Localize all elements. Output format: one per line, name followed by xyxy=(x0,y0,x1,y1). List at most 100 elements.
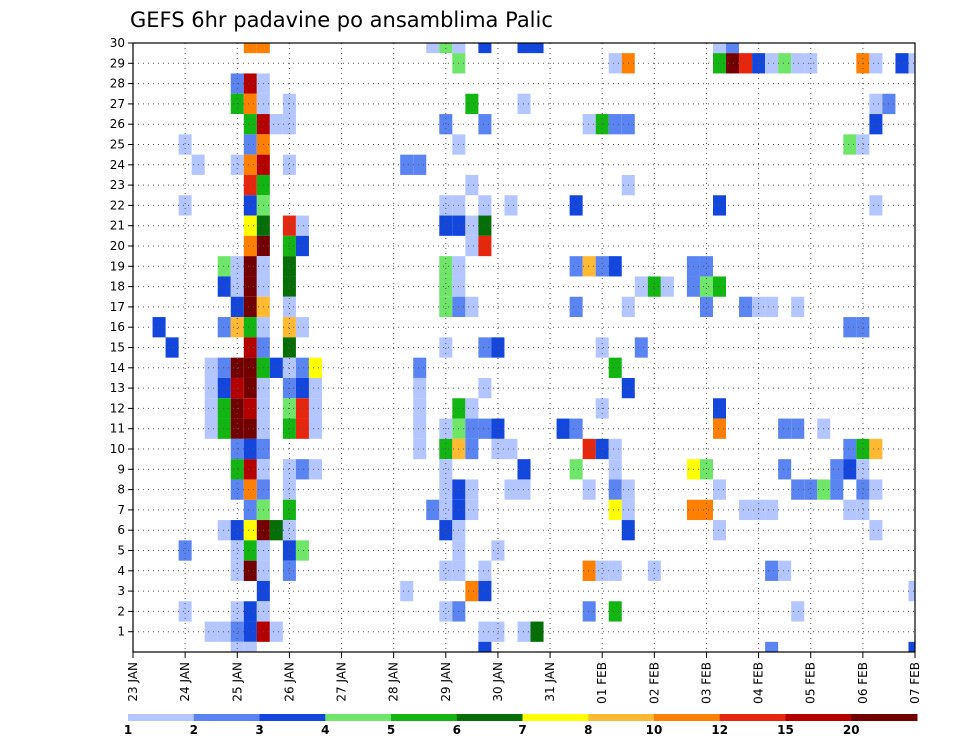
heatmap-cell xyxy=(295,215,309,236)
colorbar-swatch xyxy=(588,714,655,721)
heatmap-cell xyxy=(908,53,915,74)
x-tick-label: 01 FEB xyxy=(595,662,609,704)
heatmap-cell xyxy=(295,540,309,561)
colorbar-swatch xyxy=(785,714,852,721)
heatmap-cell xyxy=(778,53,792,74)
heatmap-cell xyxy=(778,459,792,480)
y-tick-label: 1 xyxy=(117,625,125,639)
heatmap-cell xyxy=(856,459,870,480)
colorbar-label: 5 xyxy=(387,723,395,737)
heatmap-cell xyxy=(869,520,883,541)
heatmap-cell xyxy=(869,53,883,74)
heatmap-cell xyxy=(439,560,453,581)
heatmap-cell xyxy=(269,520,283,541)
heatmap-cell xyxy=(517,43,531,54)
y-tick-label: 28 xyxy=(110,77,125,91)
heatmap-cell xyxy=(269,114,283,135)
heatmap-cell xyxy=(178,540,192,561)
heatmap-cell xyxy=(478,114,492,135)
heatmap-cell xyxy=(530,43,544,54)
heatmap-cell xyxy=(308,418,322,439)
heatmap-cell xyxy=(230,560,244,581)
heatmap-cell xyxy=(217,377,231,399)
heatmap-cell xyxy=(595,114,609,135)
heatmap-cell xyxy=(243,641,257,652)
heatmap-cell xyxy=(413,418,427,439)
heatmap-cell xyxy=(856,499,870,521)
heatmap-cell xyxy=(413,357,427,378)
heatmap-cell xyxy=(765,296,779,318)
heatmap-cell xyxy=(282,499,296,521)
y-tick-label: 15 xyxy=(110,341,125,355)
heatmap-cell xyxy=(217,317,231,338)
heatmap-cell xyxy=(426,43,440,54)
heatmap-cell xyxy=(504,438,518,460)
heatmap-cell xyxy=(869,114,883,135)
heatmap-cell xyxy=(595,560,609,581)
heatmap-cell xyxy=(452,43,466,54)
heatmap-cell xyxy=(608,601,622,622)
heatmap-cell xyxy=(660,276,674,297)
heatmap-cell xyxy=(217,621,231,642)
heatmap-cell xyxy=(295,418,309,439)
colorbar-label: 10 xyxy=(646,723,663,737)
heatmap-cell xyxy=(243,317,257,338)
heatmap-cell xyxy=(569,195,583,216)
heatmap-cell xyxy=(791,479,805,500)
colorbar-swatch xyxy=(851,714,918,721)
heatmap-cell xyxy=(439,114,453,135)
heatmap-cell xyxy=(243,377,257,399)
heatmap-cell xyxy=(582,438,596,460)
heatmap-cell xyxy=(478,43,492,54)
colorbar-label: 8 xyxy=(584,723,592,737)
heatmap-cell xyxy=(791,53,805,74)
heatmap-cell xyxy=(582,114,596,135)
colorbar-swatch xyxy=(325,714,392,721)
x-axis: 23 JAN 24 JAN 25 JAN 26 JAN 27 JAN 28 JAN 29 J… xyxy=(126,652,922,704)
heatmap-cell xyxy=(726,43,740,54)
chart-title: GEFS 6hr padavine po ansamblima Palic xyxy=(130,8,553,32)
heatmap-cell xyxy=(295,459,309,480)
colorbar-label: 12 xyxy=(711,723,728,737)
heatmap-cell xyxy=(765,560,779,581)
heatmap-cell xyxy=(869,93,883,115)
heatmap-cell xyxy=(908,580,915,602)
y-tick-label: 4 xyxy=(117,564,125,578)
heatmap-cell xyxy=(308,459,322,480)
heatmap-cell xyxy=(308,398,322,419)
heatmap-cell xyxy=(465,296,479,318)
heatmap-cell xyxy=(712,276,727,297)
x-tick-label: 28 JAN xyxy=(387,662,401,702)
heatmap-cell xyxy=(569,256,583,277)
heatmap-cell xyxy=(465,398,479,419)
heatmap-cell xyxy=(712,53,727,74)
heatmap-cell xyxy=(856,317,870,338)
heatmap-cell xyxy=(491,621,505,642)
heatmap-cell xyxy=(843,134,857,155)
y-tick-label: 29 xyxy=(110,56,125,70)
heatmap-cell xyxy=(530,621,544,642)
heatmap-cell xyxy=(765,53,779,74)
heatmap-cell xyxy=(243,93,257,115)
heatmap-cell xyxy=(608,560,622,581)
y-tick-label: 24 xyxy=(110,158,125,172)
heatmap-cell xyxy=(634,276,648,297)
heatmap-cell xyxy=(204,418,218,439)
heatmap-cell xyxy=(478,621,492,642)
heatmap-cell xyxy=(856,134,870,155)
heatmap-cell xyxy=(608,53,622,74)
heatmap-cell xyxy=(699,499,713,521)
heatmap-cell xyxy=(230,479,244,500)
colorbar-swatch xyxy=(522,714,589,721)
heatmap-cell xyxy=(634,337,648,358)
heatmap-cell xyxy=(204,377,218,399)
heatmap-cell xyxy=(439,337,453,358)
heatmap-cell xyxy=(478,337,492,358)
heatmap-cell xyxy=(217,520,231,541)
colorbar-label: 4 xyxy=(321,723,329,737)
x-tick-label: 23 JAN xyxy=(126,662,140,702)
heatmap-cell xyxy=(217,418,231,439)
heatmap-cell xyxy=(504,195,518,216)
heatmap-cell xyxy=(400,580,414,602)
